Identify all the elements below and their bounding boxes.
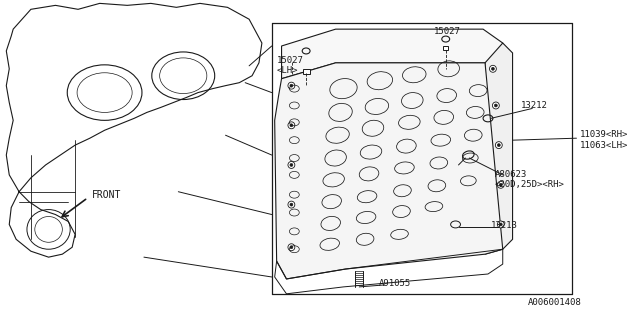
Circle shape (499, 183, 502, 186)
Polygon shape (275, 63, 503, 279)
Text: A80623
<20D,25D><RH>: A80623 <20D,25D><RH> (495, 170, 564, 189)
Bar (443, 46, 448, 50)
Circle shape (288, 244, 295, 251)
Text: 15027
<LH>: 15027 <LH> (276, 56, 303, 75)
Circle shape (494, 104, 497, 107)
Text: A006001408: A006001408 (527, 298, 581, 307)
Circle shape (495, 142, 502, 148)
Circle shape (290, 124, 293, 127)
Circle shape (492, 102, 499, 109)
Bar (303, 69, 310, 74)
Text: 13212: 13212 (520, 100, 547, 109)
Circle shape (497, 221, 504, 228)
Circle shape (490, 65, 497, 72)
Text: 11039<RH>
11063<LH>: 11039<RH> 11063<LH> (579, 130, 628, 150)
Text: 13213: 13213 (491, 221, 518, 230)
Circle shape (499, 223, 502, 226)
Circle shape (290, 164, 293, 166)
Circle shape (288, 201, 295, 208)
Circle shape (288, 162, 295, 168)
Polygon shape (485, 43, 513, 254)
Circle shape (288, 122, 295, 129)
Circle shape (290, 246, 293, 249)
Circle shape (497, 144, 500, 147)
Circle shape (288, 82, 295, 89)
Circle shape (290, 203, 293, 206)
Circle shape (290, 84, 293, 87)
Circle shape (497, 181, 504, 188)
Circle shape (492, 67, 494, 70)
Text: 15027: 15027 (434, 27, 461, 36)
Text: FRONT: FRONT (92, 190, 121, 200)
Polygon shape (282, 29, 503, 79)
Text: A91055: A91055 (379, 279, 411, 288)
